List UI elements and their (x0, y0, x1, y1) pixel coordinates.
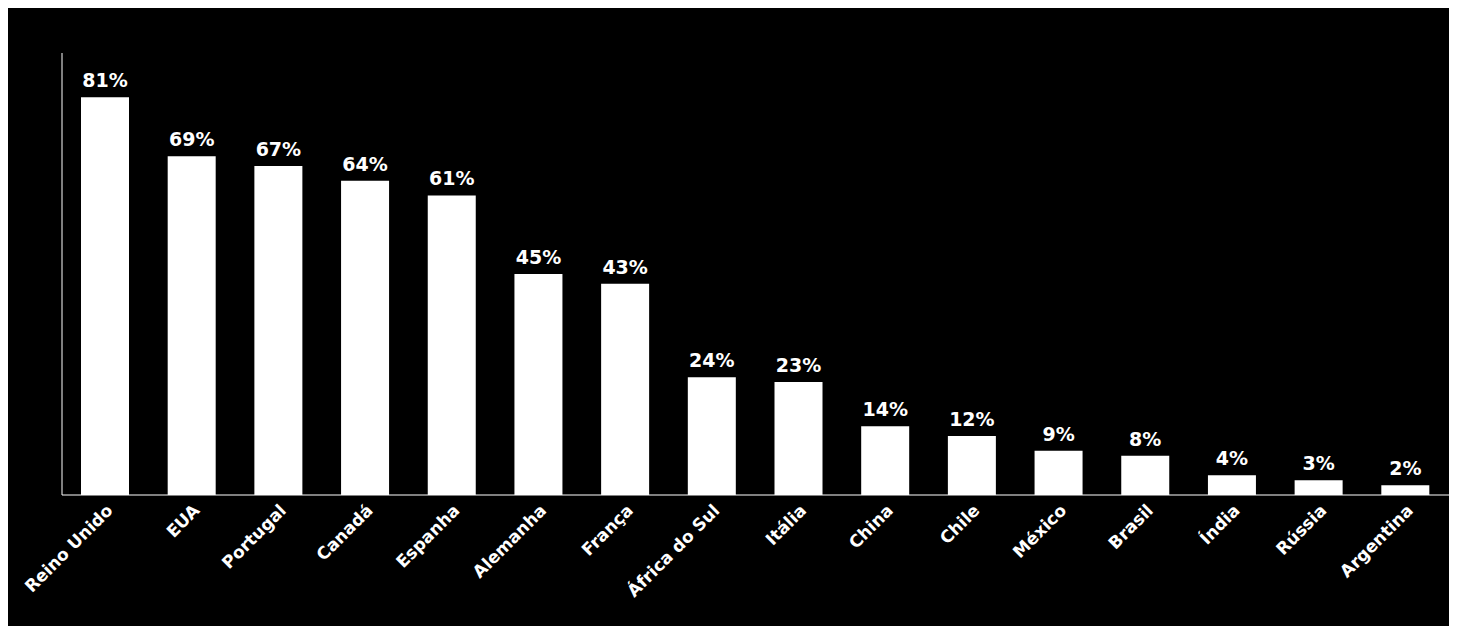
svg-text:Alemanha: Alemanha (469, 500, 551, 582)
svg-text:EUA: EUA (162, 500, 204, 542)
svg-text:12%: 12% (949, 408, 994, 430)
svg-text:Chile: Chile (936, 500, 984, 548)
svg-text:Argentina: Argentina (1336, 500, 1417, 581)
svg-text:Rússia: Rússia (1272, 500, 1331, 559)
svg-text:23%: 23% (776, 354, 821, 376)
svg-text:24%: 24% (689, 349, 734, 371)
svg-text:Canadá: Canadá (312, 500, 376, 564)
svg-text:61%: 61% (429, 167, 474, 189)
svg-text:Reino Unido: Reino Unido (21, 500, 117, 596)
svg-text:4%: 4% (1216, 447, 1248, 469)
svg-text:2%: 2% (1389, 457, 1421, 479)
svg-text:69%: 69% (169, 128, 214, 150)
svg-text:África do Sul: África do Sul (622, 500, 723, 601)
svg-text:45%: 45% (516, 246, 561, 268)
svg-text:43%: 43% (602, 256, 647, 278)
svg-text:8%: 8% (1129, 428, 1161, 450)
svg-text:Índia: Índia (1195, 500, 1244, 549)
svg-text:64%: 64% (342, 153, 387, 175)
svg-text:9%: 9% (1042, 423, 1074, 445)
svg-text:14%: 14% (862, 398, 907, 420)
svg-text:Brasil: Brasil (1104, 500, 1157, 553)
svg-text:Portugal: Portugal (218, 500, 290, 572)
svg-text:67%: 67% (256, 138, 301, 160)
svg-text:França: França (577, 500, 636, 559)
svg-text:Itália: Itália (761, 500, 810, 549)
svg-text:China: China (845, 500, 897, 552)
svg-text:México: México (1009, 500, 1071, 562)
svg-text:Espanha: Espanha (392, 500, 463, 571)
svg-text:3%: 3% (1302, 452, 1334, 474)
svg-text:81%: 81% (82, 69, 127, 91)
